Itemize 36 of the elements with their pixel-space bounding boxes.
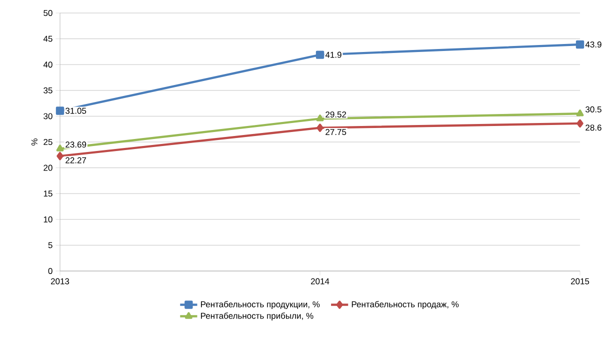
- y-axis-title: %: [31, 138, 38, 146]
- point: [56, 144, 64, 152]
- x-tick-label: 2014: [310, 278, 330, 284]
- y-tick-label: 5: [48, 242, 52, 248]
- data-label: 27.75: [326, 129, 346, 136]
- data-label: 31.05: [66, 108, 86, 114]
- point: [56, 152, 64, 160]
- y-tick-label: 40: [43, 62, 52, 68]
- data-label: 43.9: [585, 41, 602, 48]
- y-tick-label: 30: [44, 113, 52, 120]
- y-tick-label: 20: [44, 164, 52, 171]
- y-tick-label: 45: [43, 36, 52, 42]
- legend-label: Рентабельность прибыли, %: [201, 312, 314, 320]
- point: [316, 50, 324, 59]
- point: [576, 40, 584, 49]
- y-tick-label: 10: [44, 216, 52, 222]
- y-tick-label: 35: [44, 87, 52, 94]
- data-label: 41.9: [325, 52, 342, 58]
- point: [576, 119, 584, 128]
- y-tick-label: 0: [48, 268, 52, 274]
- point: [56, 106, 64, 115]
- data-label: 22.27: [66, 157, 86, 164]
- data-label: 28.6: [586, 124, 602, 131]
- data-label: 30.5: [586, 106, 602, 112]
- point: [576, 110, 584, 116]
- x-tick-label: 2013: [50, 278, 70, 284]
- legend-label: Рентабельность продаж, %: [352, 300, 459, 309]
- y-tick-label: 50: [44, 10, 52, 16]
- point: [316, 124, 324, 132]
- data-label: 29.52: [326, 111, 346, 118]
- point: [316, 114, 324, 122]
- data-label: 23.69: [66, 142, 86, 148]
- legend-label: Рентабельность продукции, %: [201, 300, 320, 309]
- y-tick-label: 15: [44, 190, 52, 197]
- y-tick-label: 25: [44, 139, 52, 146]
- x-tick-label: 2015: [570, 278, 590, 284]
